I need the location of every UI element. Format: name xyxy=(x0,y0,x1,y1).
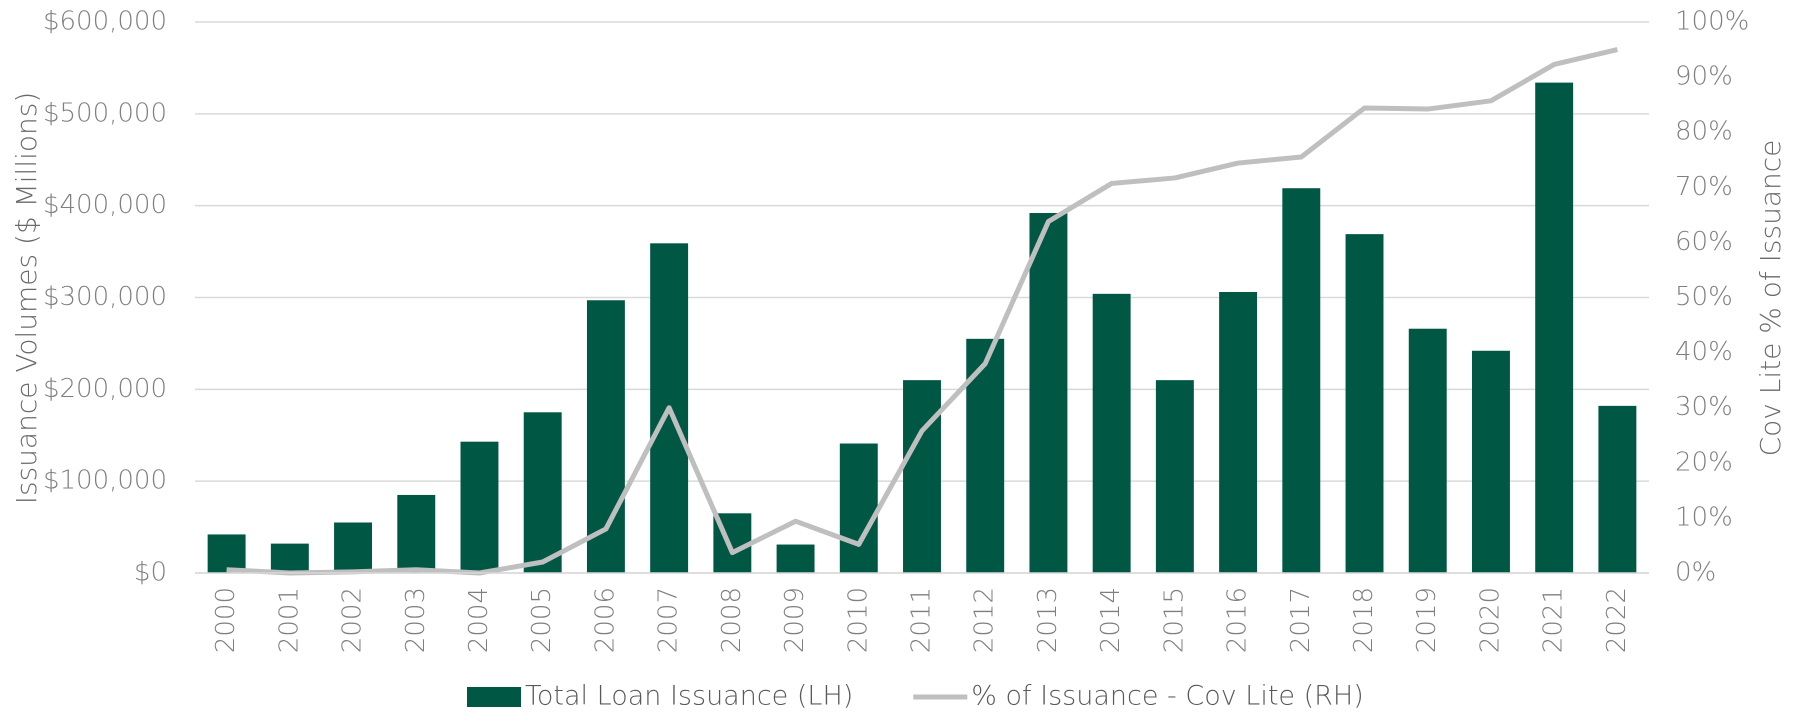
y-tick-label: $300,000 xyxy=(43,282,167,312)
x-tick-label: 2021 xyxy=(1539,587,1569,653)
x-tick-label: 2016 xyxy=(1223,587,1253,653)
y2-tick-label: 40% xyxy=(1675,337,1733,367)
x-tick-label: 2020 xyxy=(1475,587,1505,653)
bar xyxy=(1029,213,1068,573)
legend-text: Total Loan Issuance (LH) xyxy=(525,681,853,712)
bar xyxy=(523,412,562,573)
y-tick-label: $600,000 xyxy=(43,7,167,37)
bar xyxy=(776,544,815,573)
x-tick-label: 2009 xyxy=(780,587,810,653)
x-tick-label: 2000 xyxy=(211,587,241,653)
y2-tick-label: 70% xyxy=(1675,172,1733,202)
bar xyxy=(1282,188,1321,574)
bar xyxy=(1092,293,1131,573)
x-tick-label: 2013 xyxy=(1033,587,1063,653)
y2-tick-label: 10% xyxy=(1675,502,1733,532)
legend-swatch xyxy=(467,687,521,707)
x-tick-label: 2010 xyxy=(843,587,873,653)
bar xyxy=(1598,405,1637,573)
legend-text: % of Issuance - Cov Lite (RH) xyxy=(971,681,1363,712)
y2-tick-label: 60% xyxy=(1675,227,1733,257)
y2-tick-label: 50% xyxy=(1675,282,1733,312)
y2-tick-label: 30% xyxy=(1675,392,1733,422)
x-tick-label: 2015 xyxy=(1159,587,1189,653)
y-tick-label: $500,000 xyxy=(43,98,167,128)
y-tick-label: $400,000 xyxy=(43,190,167,220)
bar xyxy=(839,443,878,573)
y-tick-label: $200,000 xyxy=(43,374,167,404)
bar xyxy=(1219,291,1258,573)
x-tick-label: 2014 xyxy=(1096,587,1126,653)
y2-tick-label: 80% xyxy=(1675,117,1733,147)
bar xyxy=(270,543,309,573)
y-tick-label: $0 xyxy=(134,558,167,588)
bar xyxy=(1535,82,1574,574)
x-tick-label: 2004 xyxy=(464,587,494,653)
bar xyxy=(903,380,941,573)
y-tick-label: $100,000 xyxy=(43,466,167,496)
x-tick-label: 2001 xyxy=(274,587,304,653)
y2-tick-label: 90% xyxy=(1675,62,1733,92)
x-tick-label: 2006 xyxy=(590,587,620,653)
x-tick-label: 2005 xyxy=(527,587,557,653)
x-tick-label: 2019 xyxy=(1412,587,1442,653)
bar xyxy=(1155,380,1194,573)
x-tick-label: 2022 xyxy=(1602,587,1632,653)
x-tick-label: 2008 xyxy=(717,587,747,653)
bar xyxy=(1345,234,1384,573)
y2-tick-label: 100% xyxy=(1675,7,1749,37)
y2-axis-title: Cov Lite % of Issuance xyxy=(1754,140,1787,457)
bar xyxy=(207,534,246,573)
x-tick-label: 2007 xyxy=(654,587,684,653)
x-tick-label: 2017 xyxy=(1286,587,1316,653)
x-tick-label: 2018 xyxy=(1349,587,1379,653)
bar xyxy=(1408,328,1447,573)
bar xyxy=(586,300,625,573)
x-tick-label: 2011 xyxy=(907,587,937,653)
x-tick-label: 2002 xyxy=(338,587,368,653)
y2-tick-label: 20% xyxy=(1675,447,1733,477)
x-tick-label: 2003 xyxy=(401,587,431,653)
y2-tick-label: 0% xyxy=(1675,558,1716,588)
y-axis-title: Issuance Volumes ($ Millions) xyxy=(10,92,43,505)
bar xyxy=(966,338,1005,573)
bar xyxy=(397,494,436,573)
x-tick-label: 2012 xyxy=(970,587,1000,653)
bar xyxy=(1471,350,1510,573)
line xyxy=(226,47,1618,576)
bar xyxy=(460,441,499,573)
bar xyxy=(334,522,373,573)
